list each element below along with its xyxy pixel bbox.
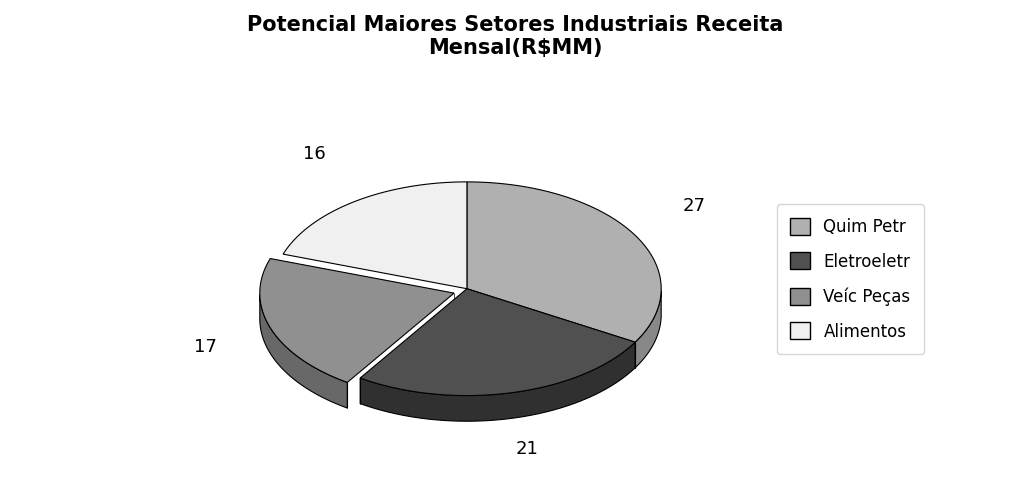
Legend: Quim Petr, Eletroeletr, Veíc Peças, Alimentos: Quim Petr, Eletroeletr, Veíc Peças, Alim… — [776, 204, 924, 354]
PathPatch shape — [467, 182, 661, 342]
PathPatch shape — [284, 182, 467, 289]
Text: 21: 21 — [516, 440, 539, 458]
Text: 27: 27 — [683, 197, 705, 215]
PathPatch shape — [360, 289, 635, 395]
PathPatch shape — [260, 258, 454, 382]
PathPatch shape — [360, 342, 635, 421]
Text: 16: 16 — [303, 145, 326, 163]
Text: 17: 17 — [195, 338, 218, 356]
PathPatch shape — [260, 295, 347, 408]
PathPatch shape — [635, 291, 661, 368]
Title: Potencial Maiores Setores Industriais Receita
Mensal(R$MM): Potencial Maiores Setores Industriais Re… — [247, 15, 784, 58]
